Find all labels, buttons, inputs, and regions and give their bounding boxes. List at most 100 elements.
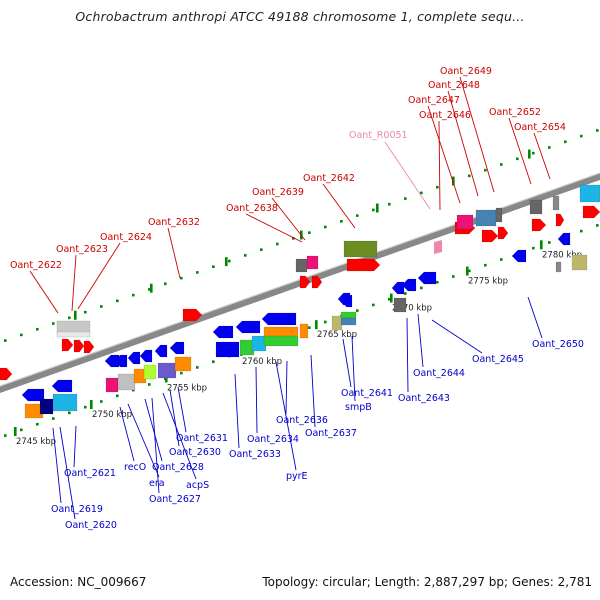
major-tick <box>390 293 393 303</box>
reverse-tick-row <box>52 417 55 420</box>
reverse-tick-row <box>132 388 135 392</box>
forward-gene-arrow <box>73 339 85 353</box>
leader-line <box>310 354 316 428</box>
reverse-tick-row <box>372 303 375 307</box>
reverse-gene-arrow <box>139 349 153 363</box>
feature-box <box>295 258 308 273</box>
reverse-gene-label: Oant_2619 <box>51 504 103 515</box>
leader-line <box>447 90 479 197</box>
major-tick <box>74 310 77 320</box>
forward-tick-row <box>180 276 183 280</box>
reverse-gene-label: Oant_2621 <box>64 468 116 479</box>
reverse-gene-arrow <box>341 294 353 308</box>
scale-label: 2775 kbp <box>468 277 508 287</box>
leader-line <box>322 183 356 229</box>
reverse-gene-label: Oant_2620 <box>65 520 117 531</box>
major-tick <box>90 400 93 410</box>
forward-tick-row <box>596 129 599 132</box>
forward-tick-row <box>324 225 327 229</box>
reverse-gene-arrow <box>511 249 527 263</box>
feature-box <box>555 261 562 273</box>
feature-box <box>105 377 119 393</box>
reverse-gene-arrow <box>391 281 405 295</box>
forward-tick-row <box>68 316 71 320</box>
genome-summary: Topology: circular; Length: 2,887,297 bp… <box>262 575 592 589</box>
feature-box <box>340 311 357 319</box>
forward-tick-row <box>132 293 135 297</box>
forward-tick-row <box>52 322 55 325</box>
leader-line <box>255 366 258 434</box>
forward-tick-row <box>84 310 87 314</box>
feature-box <box>215 341 240 358</box>
reverse-tick-row <box>324 320 327 324</box>
reverse-gene-arrow <box>114 354 128 368</box>
feature-box <box>393 297 407 313</box>
reverse-tick-row <box>36 422 39 426</box>
reverse-gene-label: Oant_2633 <box>229 449 281 460</box>
leader-line <box>342 338 352 388</box>
reverse-gene-label: Oant_2630 <box>169 447 221 458</box>
leader-line <box>119 406 135 462</box>
leader-line <box>527 296 543 339</box>
reverse-tick-row <box>420 286 423 290</box>
forward-gene-label: Oant_2632 <box>148 217 200 228</box>
forward-gene-label: Oant_2648 <box>428 80 480 91</box>
feature-box <box>343 240 378 258</box>
feature-box <box>157 362 177 379</box>
reverse-gene-arrow <box>212 325 234 339</box>
forward-gene-arrow <box>61 338 74 352</box>
forward-tick-row <box>308 231 311 234</box>
reverse-gene-label: era <box>149 478 165 489</box>
forward-tick-row <box>356 214 359 217</box>
reverse-gene-label: Oant_2634 <box>247 434 299 445</box>
forward-gene-label: Oant_2623 <box>56 244 108 255</box>
forward-tick-row <box>468 174 471 178</box>
leader-line <box>384 141 431 210</box>
forward-gene-arrow <box>346 258 381 272</box>
leader-line <box>245 213 303 243</box>
reverse-tick-row <box>212 360 215 364</box>
forward-tick-row <box>228 259 231 263</box>
forward-gene-label: Oant_2649 <box>440 66 492 77</box>
reverse-tick-row <box>548 241 551 244</box>
feature-box <box>529 199 543 215</box>
forward-gene-label: Oant_2624 <box>100 232 152 243</box>
feature-box <box>331 315 343 331</box>
feature-box <box>299 323 309 339</box>
leader-line <box>271 197 306 241</box>
reverse-tick-row <box>436 280 439 284</box>
forward-tick-row <box>148 288 151 291</box>
forward-tick-row <box>500 163 503 166</box>
major-tick <box>14 427 17 437</box>
major-tick <box>225 257 228 267</box>
forward-gene-arrow <box>299 275 311 289</box>
leader-line <box>285 360 288 415</box>
feature-box <box>143 364 157 380</box>
forward-tick-row <box>212 265 215 269</box>
leader-line <box>275 361 297 471</box>
reverse-gene-label: recO <box>124 462 146 473</box>
rna-gene-marker <box>434 240 442 254</box>
forward-tick-row <box>164 282 167 286</box>
feature-box <box>552 195 560 211</box>
reverse-gene-label: pyrE <box>286 471 308 482</box>
leader-line <box>144 398 163 462</box>
feature-box <box>475 209 497 227</box>
forward-tick-row <box>100 305 103 308</box>
reverse-gene-label: Oant_2637 <box>305 428 357 439</box>
forward-gene-arrow <box>182 308 203 322</box>
leader-line <box>533 132 551 180</box>
reverse-tick-row <box>84 405 87 409</box>
reverse-gene-label: acpS <box>186 480 209 491</box>
forward-tick-row <box>292 237 295 240</box>
reverse-gene-label: Oant_2650 <box>532 339 584 350</box>
feature-box <box>263 335 299 347</box>
leader-line <box>73 425 77 468</box>
reverse-tick-row <box>308 326 311 329</box>
forward-gene-label: Oant_2654 <box>514 122 566 133</box>
reverse-tick-row <box>356 309 359 312</box>
scale-label: 2770 kbp <box>392 304 432 314</box>
forward-tick-row <box>420 191 423 195</box>
